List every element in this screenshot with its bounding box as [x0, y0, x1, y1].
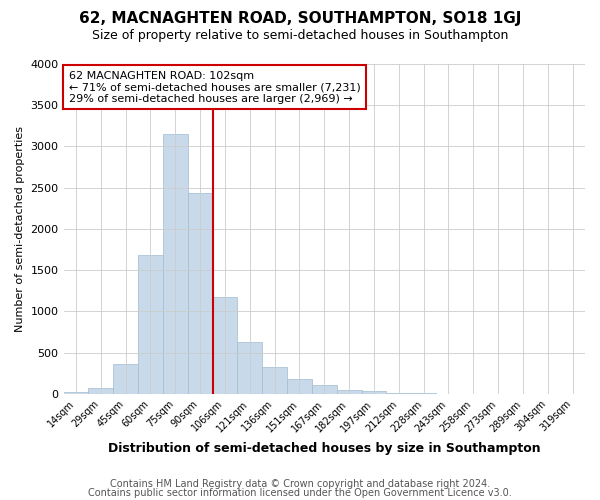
Text: Contains HM Land Registry data © Crown copyright and database right 2024.: Contains HM Land Registry data © Crown c…	[110, 479, 490, 489]
Bar	[262, 366, 287, 394]
Bar	[188, 192, 212, 394]
X-axis label: Distribution of semi-detached houses by size in Southampton: Distribution of semi-detached houses by …	[108, 442, 541, 455]
Bar	[337, 390, 362, 394]
Bar	[138, 256, 163, 394]
Bar	[238, 342, 262, 394]
Y-axis label: Number of semi-detached properties: Number of semi-detached properties	[15, 126, 25, 332]
Bar	[386, 393, 411, 394]
Bar	[163, 134, 188, 394]
Bar	[212, 298, 238, 394]
Bar	[113, 364, 138, 394]
Bar	[362, 390, 386, 394]
Bar	[287, 380, 312, 394]
Bar	[64, 392, 88, 394]
Text: 62, MACNAGHTEN ROAD, SOUTHAMPTON, SO18 1GJ: 62, MACNAGHTEN ROAD, SOUTHAMPTON, SO18 1…	[79, 11, 521, 26]
Text: Size of property relative to semi-detached houses in Southampton: Size of property relative to semi-detach…	[92, 29, 508, 42]
Text: Contains public sector information licensed under the Open Government Licence v3: Contains public sector information licen…	[88, 488, 512, 498]
Text: 62 MACNAGHTEN ROAD: 102sqm
← 71% of semi-detached houses are smaller (7,231)
29%: 62 MACNAGHTEN ROAD: 102sqm ← 71% of semi…	[69, 70, 361, 104]
Bar	[312, 385, 337, 394]
Bar	[88, 388, 113, 394]
